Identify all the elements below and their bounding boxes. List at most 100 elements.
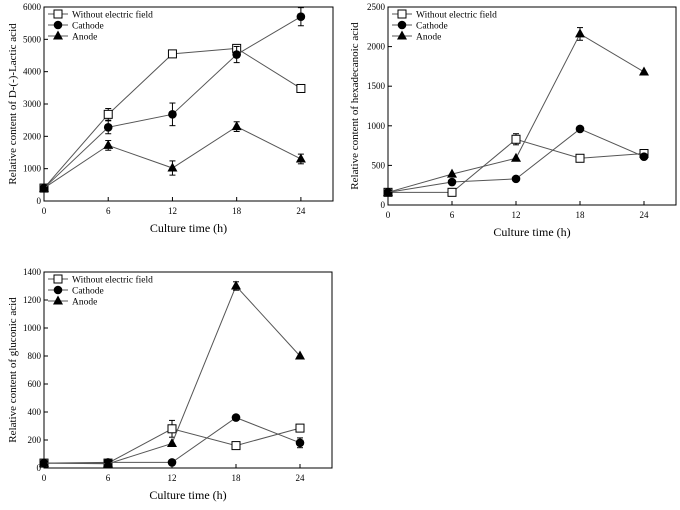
data-point [296,83,306,93]
y-tick-label: 1200 [23,295,42,305]
x-axis-label: Culture time (h) [493,225,570,239]
data-point [231,441,241,451]
series-2 [39,7,306,193]
x-tick-label: 24 [640,210,650,220]
legend-label: Cathode [72,22,104,32]
legend-label: Cathode [72,287,104,297]
series-line [387,33,645,193]
legend-label: Anode [72,298,97,308]
chart-3: 0 6 12 18 24 0 200 400 600 800 1000 1200 1400 Culture… [7,267,333,502]
series-line [43,126,302,189]
data-point [575,124,585,134]
data-point [167,162,178,172]
x-tick-label: 12 [168,206,177,216]
x-tick-label: 18 [232,473,242,483]
y-tick-label: 600 [28,379,42,389]
data-point [103,139,114,149]
data-point [231,280,241,290]
data-point [447,187,457,197]
data-point [167,438,177,447]
series-3 [39,121,306,192]
y-tick-label: 200 [28,435,42,445]
data-point [447,168,457,178]
data-point [103,458,113,468]
x-tick-label: 18 [232,206,242,216]
data-point [511,174,521,184]
y-axis-label: Relative content of gluconic acid [7,297,19,443]
series-2 [383,124,649,197]
y-tick-label: 1000 [23,164,42,174]
x-tick-label: 6 [106,473,111,483]
data-point [639,66,649,76]
y-tick-label: 6000 [23,2,42,12]
data-point [167,49,177,59]
x-tick-label: 18 [576,210,586,220]
data-point [103,122,113,132]
data-point [39,457,49,467]
data-point [575,153,585,163]
y-tick-label: 2500 [367,2,386,12]
x-tick-label: 0 [386,210,391,220]
data-point [103,109,113,119]
y-tick-label: 5000 [23,34,42,44]
y-tick-label: 800 [28,351,42,361]
legend-label: Anode [72,33,97,43]
x-tick-label: 24 [296,473,306,483]
legend-marker [53,30,63,40]
x-axis-label: Culture time (h) [149,488,226,502]
data-point [447,177,457,187]
data-point [295,423,305,433]
y-axis-label: Relative content of hexadecanoic acid [349,22,361,190]
chart-2: 0 6 12 18 24 0 500 1000 1500 2000 2500 Culture time… [349,2,677,239]
y-tick-label: 2000 [367,42,386,52]
legend-marker [397,20,407,30]
legend-marker [53,274,63,284]
y-tick-label: 0 [381,200,386,210]
data-point [231,413,241,422]
legend-marker [53,285,63,295]
legend-label: Without electric field [72,275,153,286]
data-point [383,186,393,196]
data-point [168,110,177,119]
y-tick-label: 4000 [23,67,42,77]
plot-frame [387,6,677,206]
y-tick-label: 1000 [23,323,42,333]
series-3 [383,27,649,196]
x-tick-label: 6 [106,206,111,216]
legend-marker [53,9,63,19]
legend-label: Without electric field [416,10,497,21]
y-tick-label: 3000 [23,99,42,109]
y-tick-label: 2000 [23,131,42,141]
data-point [295,153,306,163]
legend-marker [53,20,63,30]
data-point [231,121,242,131]
y-tick-label: 1400 [23,267,42,277]
data-point [295,350,305,360]
legend-marker [53,295,63,305]
legend-label: Without electric field [72,10,153,21]
data-point [39,182,49,192]
data-point [295,438,305,448]
y-tick-label: 1000 [367,121,386,131]
data-point [296,12,306,21]
x-tick-label: 12 [512,210,521,220]
legend-marker [397,30,407,40]
data-point [511,152,521,162]
legend-label: Cathode [416,22,448,32]
data-point [639,152,649,161]
x-tick-label: 0 [42,206,47,216]
data-point [167,424,177,434]
x-tick-label: 6 [450,210,455,220]
series-3 [39,280,305,468]
data-point [167,458,177,467]
chart-1: 0 6 12 18 24 0 1000 2000 3000 4000 5000 6000 Culture… [7,2,334,235]
y-tick-label: 400 [28,407,42,417]
x-axis-label: Culture time (h) [150,221,227,235]
y-tick-label: 0 [37,463,42,473]
x-tick-label: 0 [42,473,47,483]
data-point [232,50,241,59]
